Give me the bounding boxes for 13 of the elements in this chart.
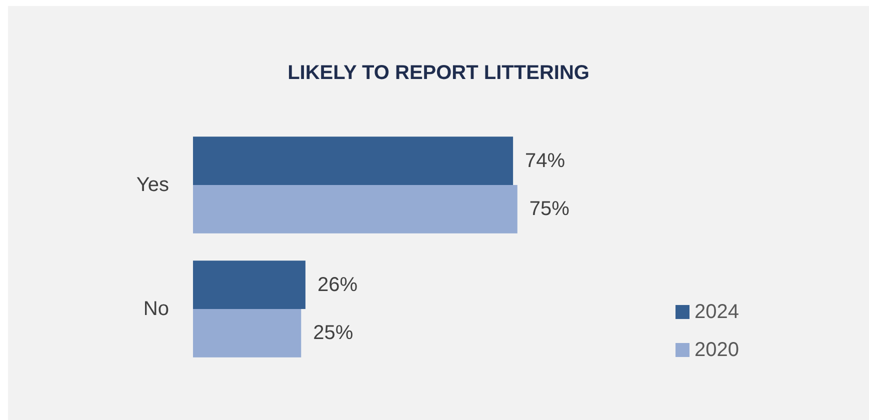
legend-label: 2024 <box>694 301 740 323</box>
y-tick-label: No <box>143 298 169 320</box>
data-label: 75% <box>529 198 570 220</box>
legend-label: 2020 <box>694 339 740 361</box>
bar <box>193 309 302 358</box>
y-tick-label: Yes <box>136 174 169 196</box>
data-label: 26% <box>317 274 358 296</box>
data-label: 74% <box>525 150 566 172</box>
chart-title: LIKELY TO REPORT LITTERING <box>288 62 590 84</box>
bar <box>193 185 518 234</box>
data-label: 25% <box>313 322 354 344</box>
bar <box>193 260 306 309</box>
bar <box>193 136 514 185</box>
